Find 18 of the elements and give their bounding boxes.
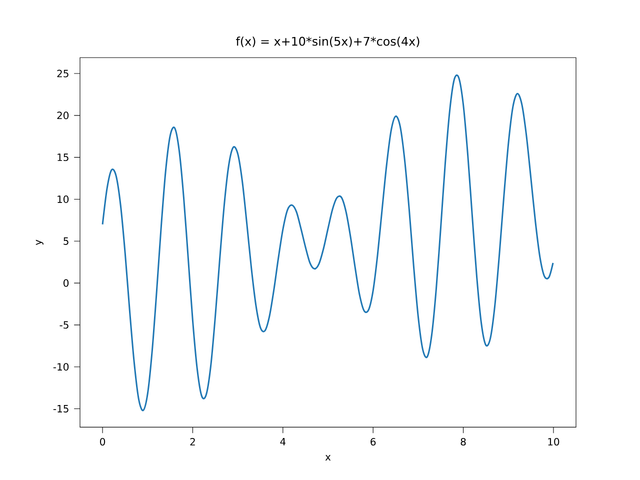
x-tick-label: 10 [548, 438, 560, 446]
x-axis-title: x [325, 455, 331, 460]
x-tick-label: 4 [280, 438, 286, 446]
y-tick-label: 20 [57, 112, 69, 120]
y-axis-title: y [36, 240, 44, 246]
y-tick-label: 5 [64, 237, 68, 245]
y-tick-label: -10 [53, 363, 69, 371]
x-tick-label: 6 [370, 438, 376, 446]
chart-title: f(x) = x+10*sin(5x)+7*cos(4x) [236, 36, 420, 48]
x-tick-label: 2 [190, 438, 195, 446]
y-tick-label: 10 [58, 195, 69, 203]
y-tick-label: 15 [58, 154, 68, 162]
y-tick-label: -15 [53, 405, 68, 412]
x-tick-label: 0 [100, 438, 106, 446]
y-tick-label: 25 [57, 70, 68, 78]
x-tick-label: 8 [460, 438, 466, 446]
y-tick-label: -5 [60, 321, 68, 329]
y-tick-label: 0 [64, 279, 69, 287]
